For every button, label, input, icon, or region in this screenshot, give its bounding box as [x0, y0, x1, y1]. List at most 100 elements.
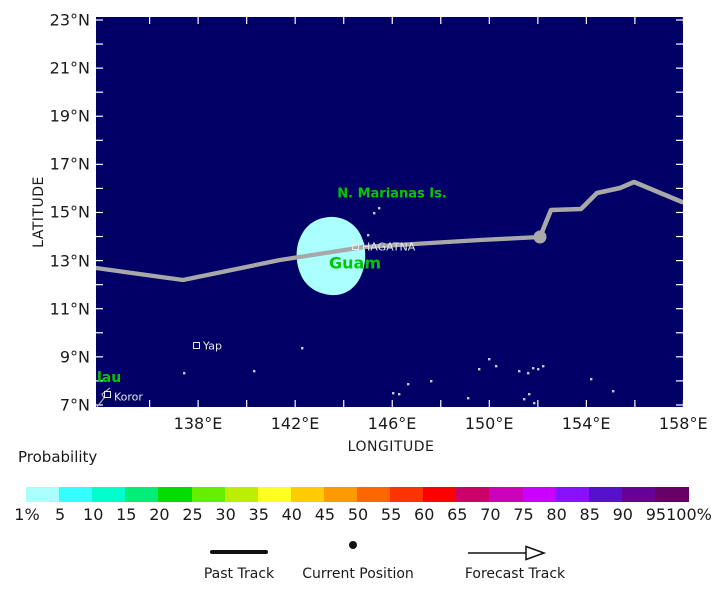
x-axis-tick-label: 158°E — [658, 414, 708, 433]
koror-marker-icon — [104, 391, 111, 398]
y-axis-tick-label: 23°N — [49, 10, 90, 30]
label-yap: Yap — [203, 339, 222, 353]
island-dot — [367, 234, 370, 237]
colorbar-tick-label: 80 — [546, 505, 567, 524]
island-dot — [478, 368, 481, 371]
colorbar-tick-label: 1% — [14, 505, 40, 524]
y-axis-tick-label: 7°N — [59, 395, 90, 415]
colorbar-tick-label: 45 — [314, 505, 336, 524]
colorbar-segment — [125, 487, 159, 502]
colorbar-tick-label: 90 — [612, 505, 633, 524]
colorbar-tick-label: 65 — [447, 505, 468, 524]
colorbar-tick-label: 10 — [83, 505, 104, 524]
colorbar-segment — [26, 487, 60, 502]
colorbar-segment — [423, 487, 457, 502]
colorbar-segment — [59, 487, 93, 502]
x-axis-tick-label: 150°E — [464, 414, 514, 433]
colorbar-tick-label: 75 — [513, 505, 534, 524]
colorbar-tick-label: 20 — [149, 505, 170, 524]
past-track-line-icon — [210, 550, 268, 554]
forecast-track-arrow-icon — [468, 545, 547, 561]
colorbar-segment — [588, 487, 623, 502]
island-dot — [495, 365, 498, 368]
label-hagatna: HAGATNA — [362, 240, 416, 254]
x-axis-title: LONGITUDE — [347, 439, 435, 455]
legend-current-position-label: Current Position — [302, 566, 414, 582]
colorbar-tick-label: 50 — [347, 505, 369, 524]
colorbar-tick-label: 15 — [116, 505, 137, 524]
colorbar-tick-label: 35 — [248, 505, 269, 524]
colorbar-tick-label: 5 — [55, 505, 66, 524]
x-axis-tick-label: 142°E — [270, 414, 320, 433]
current-position-dot-icon — [349, 541, 357, 549]
colorbar-segment — [191, 487, 226, 502]
map-area: N. Marianas Is. Guam lau HAGATNA Yap Kor… — [96, 17, 683, 407]
past-track-line — [96, 234, 543, 283]
colorbar-segment — [621, 487, 656, 502]
colorbar-segment — [92, 487, 126, 502]
island-dot — [542, 365, 545, 368]
island-dot — [183, 372, 186, 375]
island-dot — [488, 358, 491, 361]
map-graphics — [96, 17, 683, 407]
y-axis-tick-label: 15°N — [49, 202, 90, 222]
colorbar-tick-label: 25 — [182, 505, 203, 524]
colorbar-tick-label: 70 — [480, 505, 501, 524]
colorbar-tick-label: 60 — [414, 505, 435, 524]
x-axis-tick-label: 138°E — [173, 414, 223, 433]
colorbar-tick-label: 55 — [380, 505, 402, 524]
colorbar-segment — [224, 487, 259, 502]
island-dot — [430, 380, 433, 383]
island-dot — [373, 212, 376, 215]
island-dot — [301, 347, 304, 350]
colorbar-segment — [357, 487, 391, 502]
colorbar-segment — [654, 487, 689, 502]
colorbar-tick-label: 30 — [215, 505, 236, 524]
island-dot — [612, 390, 615, 393]
y-axis-tick-labels: 23°N 21°N 19°N 17°N 15°N 13°N 11°N 9°N 7°N — [0, 0, 92, 420]
label-koror: Koror — [114, 390, 143, 404]
island-dot — [467, 397, 470, 400]
island-dot — [398, 393, 401, 396]
colorbar-segment — [390, 487, 424, 502]
y-axis-tick-label: 13°N — [49, 251, 90, 271]
colorbar-title: Probability — [18, 448, 98, 466]
label-n-marianas: N. Marianas Is. — [337, 186, 447, 202]
island-dot — [378, 207, 381, 210]
island-dot — [590, 378, 593, 381]
y-axis-tick-label: 21°N — [49, 58, 90, 78]
y-axis-tick-label: 19°N — [49, 106, 90, 126]
probability-area — [296, 216, 366, 296]
colorbar-segment — [158, 487, 193, 502]
colorbar-tick-label: 40 — [281, 505, 302, 524]
x-axis-tick-label: 154°E — [561, 414, 611, 433]
label-guam: Guam — [329, 253, 381, 273]
legend-forecast-track-label: Forecast Track — [464, 566, 566, 582]
colorbar-tick-label: 95 — [645, 505, 667, 524]
island-dot — [407, 383, 410, 386]
hagatna-marker-icon — [352, 243, 359, 250]
island-dot — [532, 367, 535, 370]
y-axis-tick-label: 17°N — [49, 154, 90, 174]
x-axis-tick-label: 146°E — [367, 414, 417, 433]
island-dot — [527, 372, 530, 375]
label-palau-clipped: lau — [97, 370, 122, 386]
colorbar-segment — [489, 487, 524, 502]
island-dot — [523, 398, 526, 401]
colorbar-segment — [257, 487, 292, 502]
island-dot — [253, 370, 256, 373]
colorbar-segment — [290, 487, 325, 502]
colorbar-tick-label: 85 — [579, 505, 600, 524]
yap-marker-icon — [193, 342, 200, 349]
colorbar-tick-label: 100% — [666, 505, 712, 524]
legend-past-track-label: Past Track — [203, 566, 275, 582]
island-dot — [518, 370, 521, 373]
colorbar-segment — [456, 487, 490, 502]
colorbar-segment — [323, 487, 358, 502]
y-axis-tick-label: 9°N — [59, 347, 90, 367]
island-dot — [528, 393, 531, 396]
forecast-track-line — [537, 179, 683, 240]
colorbar-segment — [522, 487, 557, 502]
colorbar-segment — [555, 487, 590, 502]
